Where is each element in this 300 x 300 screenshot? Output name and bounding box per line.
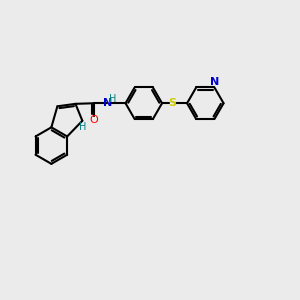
Text: N: N — [103, 98, 112, 108]
Text: N: N — [210, 77, 219, 87]
Text: O: O — [89, 115, 98, 125]
Text: H: H — [109, 94, 116, 103]
Text: S: S — [168, 98, 176, 108]
Text: H: H — [79, 122, 86, 132]
